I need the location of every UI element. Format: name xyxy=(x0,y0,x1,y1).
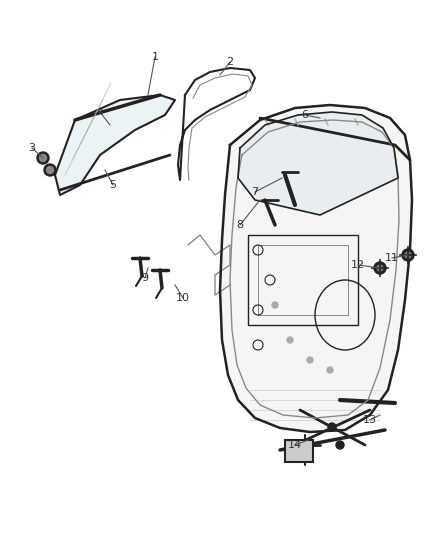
Polygon shape xyxy=(220,105,412,432)
Circle shape xyxy=(307,357,313,363)
Circle shape xyxy=(402,249,414,261)
Polygon shape xyxy=(55,95,175,195)
Text: 6: 6 xyxy=(301,110,308,120)
Circle shape xyxy=(405,252,411,258)
Circle shape xyxy=(46,166,53,174)
Circle shape xyxy=(336,441,344,449)
Bar xyxy=(248,235,358,325)
Text: 3: 3 xyxy=(28,143,35,153)
Text: 14: 14 xyxy=(288,440,302,450)
Circle shape xyxy=(327,367,333,373)
Circle shape xyxy=(272,302,278,308)
Text: 2: 2 xyxy=(226,57,233,67)
Circle shape xyxy=(37,152,49,164)
Text: 7: 7 xyxy=(251,187,258,197)
Circle shape xyxy=(287,337,293,343)
Text: 8: 8 xyxy=(237,220,244,230)
Bar xyxy=(285,440,313,462)
Polygon shape xyxy=(238,112,398,215)
Text: 4: 4 xyxy=(96,107,103,117)
Bar xyxy=(258,245,348,315)
Text: 13: 13 xyxy=(363,415,377,425)
Text: 10: 10 xyxy=(176,293,190,303)
Circle shape xyxy=(44,164,56,176)
Text: 1: 1 xyxy=(152,52,159,62)
Circle shape xyxy=(39,155,46,161)
Text: 9: 9 xyxy=(141,273,148,283)
Text: 5: 5 xyxy=(110,180,117,190)
Text: 12: 12 xyxy=(351,260,365,270)
Circle shape xyxy=(374,262,386,274)
Circle shape xyxy=(377,265,383,271)
Circle shape xyxy=(328,423,336,431)
Text: 11: 11 xyxy=(385,253,399,263)
